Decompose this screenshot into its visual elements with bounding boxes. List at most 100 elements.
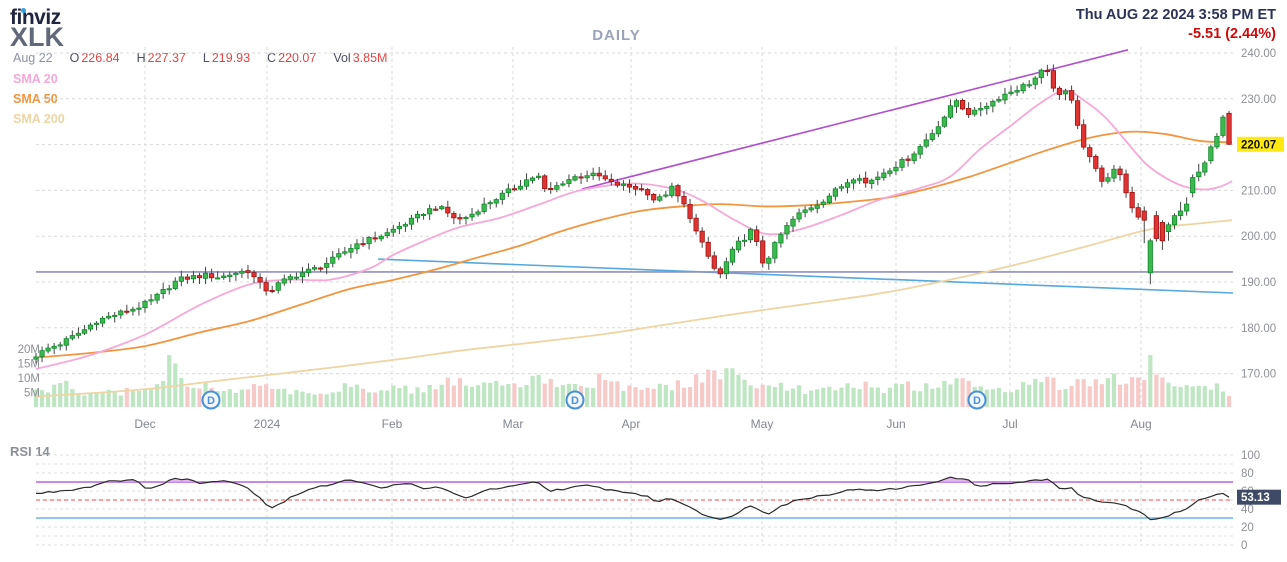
candle-up [772, 242, 778, 259]
candle-up [384, 232, 390, 237]
month-label: Feb [382, 417, 403, 431]
volume-bar [366, 392, 372, 407]
volume-bar [1172, 386, 1177, 407]
ohlc-quote-row: Aug 22 O 226.84 H 227.37 L 219.93 C 220.07 V… [13, 51, 387, 65]
volume-bar [1057, 390, 1062, 407]
candle-up [414, 213, 421, 219]
candle-up [584, 175, 590, 179]
volume-bar [191, 387, 196, 407]
volume-bar [312, 394, 317, 407]
volume-bar [457, 378, 463, 407]
candle-up [51, 345, 57, 349]
volume-bar [912, 390, 917, 407]
candle-down [705, 241, 711, 257]
candle-up [850, 179, 857, 184]
candle-up [1165, 224, 1172, 233]
volume-bar [1202, 386, 1207, 407]
candle-up [287, 276, 293, 280]
candle-up [978, 108, 984, 111]
volume-bar [627, 385, 632, 407]
volume-bar [694, 374, 699, 407]
candle-up [1184, 203, 1190, 212]
volume-bar [990, 389, 995, 407]
candle-up [893, 166, 899, 172]
volume-bar [1136, 377, 1141, 407]
candle-down [760, 240, 766, 264]
volume-bar [76, 393, 81, 407]
candle-down [863, 177, 869, 184]
volume-bar [597, 373, 602, 407]
quote-low: L 219.93 [202, 51, 251, 65]
volume-bar [469, 386, 475, 407]
volume-bar [809, 390, 814, 407]
candle-up [1038, 69, 1044, 79]
volume-bar [185, 386, 190, 407]
candle-down [1068, 90, 1075, 101]
candle-down [693, 217, 699, 232]
candle-up [330, 256, 336, 264]
volume-bar [342, 383, 347, 407]
trendline-falling-support [377, 258, 1234, 294]
candle-up [475, 211, 481, 215]
candle-up [590, 172, 596, 177]
candle-up [729, 248, 736, 263]
price-tick-label: 180.00 [1241, 323, 1276, 335]
candle-down [1135, 207, 1141, 218]
volume-bar [445, 377, 450, 407]
quote-high: H 227.37 [136, 51, 186, 65]
candle-down [651, 194, 657, 201]
candle-up [554, 185, 560, 190]
candle-up [281, 278, 287, 284]
volume-bar [778, 382, 783, 407]
candle-up [1214, 135, 1220, 148]
month-label: Aug [1130, 417, 1151, 431]
candle-up [75, 332, 81, 336]
candle-up [1008, 91, 1014, 95]
rsi-tick-label: 20 [1241, 522, 1254, 534]
volume-bar [239, 389, 245, 407]
volume-bar [730, 368, 735, 407]
candle-down [632, 186, 639, 190]
volume-bar [336, 391, 341, 407]
candle-up [723, 261, 729, 275]
volume-bar [651, 388, 656, 407]
volume-bar [821, 387, 826, 407]
volume-bar [1184, 385, 1189, 407]
trendline-rising-resistance [581, 49, 1129, 190]
candle-down [711, 255, 717, 269]
month-label: Apr [622, 417, 641, 431]
candle-down [959, 99, 966, 110]
candle-up [1190, 177, 1196, 194]
candle-down [196, 275, 203, 279]
volume-bar [82, 395, 87, 407]
month-label: 2024 [254, 417, 281, 431]
candle-down [209, 273, 215, 279]
volume-bar [542, 383, 547, 407]
candle-down [184, 276, 190, 280]
volume-bar [288, 394, 293, 407]
volume-bar [905, 381, 911, 407]
candle-up [324, 262, 330, 268]
candle-down [754, 229, 760, 242]
volume-bar [148, 389, 154, 407]
volume-bar [536, 374, 541, 407]
volume-bar [657, 383, 662, 407]
candle-down [905, 158, 911, 161]
volume-bar [1178, 386, 1183, 407]
volume-bar [379, 390, 384, 407]
candle-up [790, 218, 796, 227]
candle-up [148, 299, 154, 302]
volume-bar [282, 388, 287, 407]
candle-down [1075, 100, 1081, 126]
candle-up [838, 186, 845, 189]
candle-up [996, 99, 1002, 102]
candle-up [366, 236, 372, 245]
candle-up [784, 225, 790, 235]
candle-up [33, 356, 39, 360]
candle-up [469, 213, 475, 218]
volume-bar [155, 384, 160, 407]
volume-bar [463, 385, 469, 407]
volume-bar [712, 370, 717, 407]
volume-bar [869, 387, 874, 407]
